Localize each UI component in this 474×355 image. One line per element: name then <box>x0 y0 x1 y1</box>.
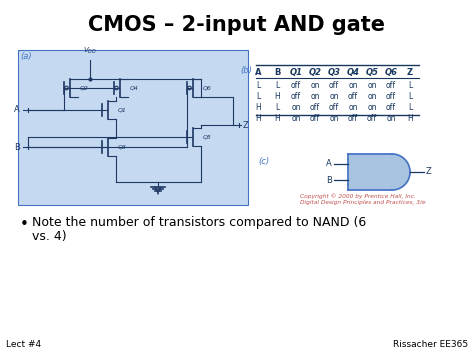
Text: B: B <box>14 142 20 152</box>
Text: on: on <box>291 114 301 123</box>
Text: Q1: Q1 <box>290 68 302 77</box>
Text: off: off <box>329 103 339 112</box>
Text: Note the number of transistors compared to NAND (6: Note the number of transistors compared … <box>32 216 366 229</box>
Text: Rissacher EE365: Rissacher EE365 <box>393 340 468 349</box>
Text: off: off <box>310 114 320 123</box>
Text: Z: Z <box>426 168 432 176</box>
Text: off: off <box>291 81 301 90</box>
Text: off: off <box>310 103 320 112</box>
Text: H: H <box>274 92 280 101</box>
Text: L: L <box>256 81 260 90</box>
Text: Z: Z <box>407 68 413 77</box>
Text: $V_{DD}$: $V_{DD}$ <box>83 46 97 56</box>
Text: H: H <box>255 103 261 112</box>
Bar <box>18 50 248 205</box>
Text: Q5: Q5 <box>365 68 379 77</box>
Text: on: on <box>386 114 396 123</box>
Text: on: on <box>367 103 377 112</box>
Text: on: on <box>348 81 358 90</box>
Text: Q6: Q6 <box>384 68 398 77</box>
Text: B: B <box>274 68 280 77</box>
Text: on: on <box>329 114 339 123</box>
Text: CMOS – 2-input AND gate: CMOS – 2-input AND gate <box>89 15 385 35</box>
Text: H: H <box>255 114 261 123</box>
Polygon shape <box>348 154 410 190</box>
Text: Lect #4: Lect #4 <box>6 340 41 349</box>
Text: (c): (c) <box>258 157 269 166</box>
Text: on: on <box>310 81 320 90</box>
Text: on: on <box>367 92 377 101</box>
Text: off: off <box>348 114 358 123</box>
Text: Q4: Q4 <box>346 68 359 77</box>
Text: Q1: Q1 <box>118 108 127 113</box>
Text: off: off <box>291 92 301 101</box>
Text: (b): (b) <box>240 66 252 75</box>
Text: B: B <box>326 176 332 185</box>
Text: H: H <box>407 114 413 123</box>
Text: on: on <box>329 92 339 101</box>
Text: H: H <box>274 114 280 123</box>
Text: L: L <box>256 92 260 101</box>
Text: Q4: Q4 <box>130 86 139 91</box>
Text: L: L <box>408 103 412 112</box>
Text: Q5: Q5 <box>203 135 212 140</box>
Text: Q2: Q2 <box>309 68 321 77</box>
Text: Q2: Q2 <box>80 86 89 91</box>
Text: off: off <box>348 92 358 101</box>
Text: L: L <box>275 81 279 90</box>
Text: off: off <box>329 81 339 90</box>
Text: Q3: Q3 <box>328 68 340 77</box>
Text: on: on <box>367 81 377 90</box>
Text: (a): (a) <box>20 52 32 61</box>
Text: L: L <box>408 81 412 90</box>
Text: on: on <box>310 92 320 101</box>
Text: A: A <box>14 105 20 115</box>
Text: Q3: Q3 <box>118 144 127 149</box>
Text: on: on <box>348 103 358 112</box>
Text: off: off <box>386 81 396 90</box>
Text: off: off <box>386 92 396 101</box>
Text: •: • <box>20 217 29 232</box>
Text: L: L <box>408 92 412 101</box>
Text: Copyright © 2000 by Prentice Hall, Inc.
Digital Design Principles and Practices,: Copyright © 2000 by Prentice Hall, Inc. … <box>300 193 426 205</box>
Text: on: on <box>291 103 301 112</box>
Text: A: A <box>326 159 332 168</box>
Text: Z: Z <box>243 120 249 130</box>
Text: vs. 4): vs. 4) <box>32 230 67 243</box>
Text: Q6: Q6 <box>203 86 212 91</box>
Text: L: L <box>275 103 279 112</box>
Text: off: off <box>367 114 377 123</box>
Text: A: A <box>255 68 261 77</box>
Text: off: off <box>386 103 396 112</box>
